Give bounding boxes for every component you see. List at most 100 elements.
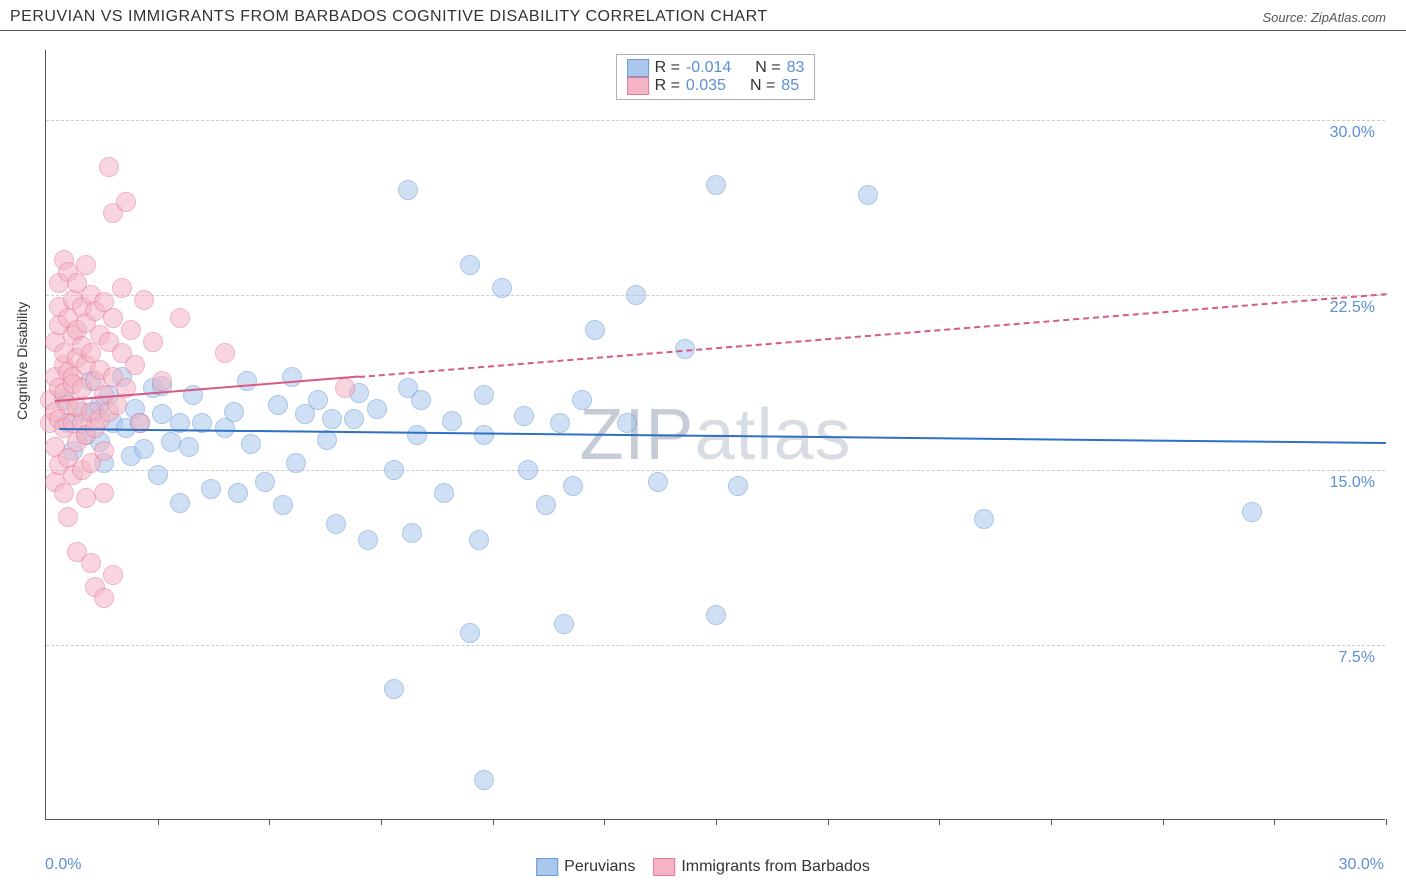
scatter-point [442,411,462,431]
scatter-point [81,553,101,573]
scatter-point [224,402,244,422]
legend-swatch [627,59,649,77]
scatter-point [384,679,404,699]
scatter-point [572,390,592,410]
scatter-point [460,623,480,643]
gridline [46,120,1385,121]
x-tick [381,819,382,825]
legend-series-item: Peruvians [536,858,635,876]
x-tick [939,819,940,825]
legend-n-label: N = [755,59,780,77]
legend-n-value: 85 [781,77,799,95]
scatter-point [469,530,489,550]
x-axis-max-label: 30.0% [1339,856,1384,874]
y-tick-label: 22.5% [1330,299,1375,317]
scatter-point [112,278,132,298]
scatter-point [434,483,454,503]
scatter-point [121,320,141,340]
x-tick [269,819,270,825]
scatter-point [1242,502,1262,522]
legend-series: PeruviansImmigrants from Barbados [536,858,870,876]
scatter-point [161,432,181,452]
scatter-point [76,255,96,275]
scatter-point [326,514,346,534]
scatter-point [255,472,275,492]
x-tick [1051,819,1052,825]
scatter-point [94,441,114,461]
scatter-point [411,390,431,410]
scatter-point [179,437,199,457]
scatter-point [282,367,302,387]
scatter-point [563,476,583,496]
legend-r-value: 0.035 [686,77,726,95]
scatter-point [858,185,878,205]
scatter-point [492,278,512,298]
scatter-point [54,483,74,503]
scatter-point [554,614,574,634]
chart-header: PERUVIAN VS IMMIGRANTS FROM BARBADOS COG… [0,0,1406,31]
scatter-point [514,406,534,426]
scatter-point [134,439,154,459]
gridline [46,470,1385,471]
scatter-point [134,290,154,310]
scatter-point [170,493,190,513]
legend-correlation-row: R = 0.035 N = 85 [627,77,805,95]
scatter-point [322,409,342,429]
y-tick-label: 15.0% [1330,474,1375,492]
legend-series-label: Peruvians [564,858,635,876]
x-axis-min-label: 0.0% [45,856,81,874]
x-tick [604,819,605,825]
scatter-point [228,483,248,503]
scatter-point [974,509,994,529]
scatter-point [94,588,114,608]
scatter-point [550,413,570,433]
scatter-point [706,175,726,195]
scatter-point [273,495,293,515]
scatter-point [648,472,668,492]
scatter-point [407,425,427,445]
legend-swatch [653,858,675,876]
scatter-point [143,332,163,352]
scatter-point [335,378,355,398]
legend-correlation-row: R = -0.014 N = 83 [627,59,805,77]
scatter-point [201,479,221,499]
legend-n-value: 83 [787,59,805,77]
x-tick [493,819,494,825]
scatter-point [518,460,538,480]
legend-swatch [536,858,558,876]
legend-n-label: N = [750,77,775,95]
chart-title: PERUVIAN VS IMMIGRANTS FROM BARBADOS COG… [10,8,768,26]
scatter-point [460,255,480,275]
scatter-point [474,425,494,445]
scatter-point [474,385,494,405]
scatter-point [706,605,726,625]
x-tick [828,819,829,825]
legend-r-value: -0.014 [686,59,731,77]
scatter-point [617,413,637,433]
y-tick-label: 30.0% [1330,124,1375,142]
gridline [46,645,1385,646]
scatter-point [116,192,136,212]
y-axis-title: Cognitive Disability [14,302,30,420]
scatter-point [241,434,261,454]
scatter-point [585,320,605,340]
chart-plot-area: ZIPatlas R =-0.014N =83R = 0.035N =85 7.… [45,50,1385,820]
scatter-point [474,770,494,790]
legend-swatch [627,77,649,95]
legend-r-label: R = [655,77,680,95]
scatter-point [170,308,190,328]
scatter-point [358,530,378,550]
scatter-point [152,371,172,391]
scatter-point [94,483,114,503]
x-tick [1386,819,1387,825]
x-tick [716,819,717,825]
x-tick [1163,819,1164,825]
x-tick [158,819,159,825]
scatter-point [402,523,422,543]
scatter-point [344,409,364,429]
scatter-point [398,180,418,200]
scatter-point [728,476,748,496]
legend-r-label: R = [655,59,680,77]
scatter-point [626,285,646,305]
y-tick-label: 7.5% [1339,649,1375,667]
